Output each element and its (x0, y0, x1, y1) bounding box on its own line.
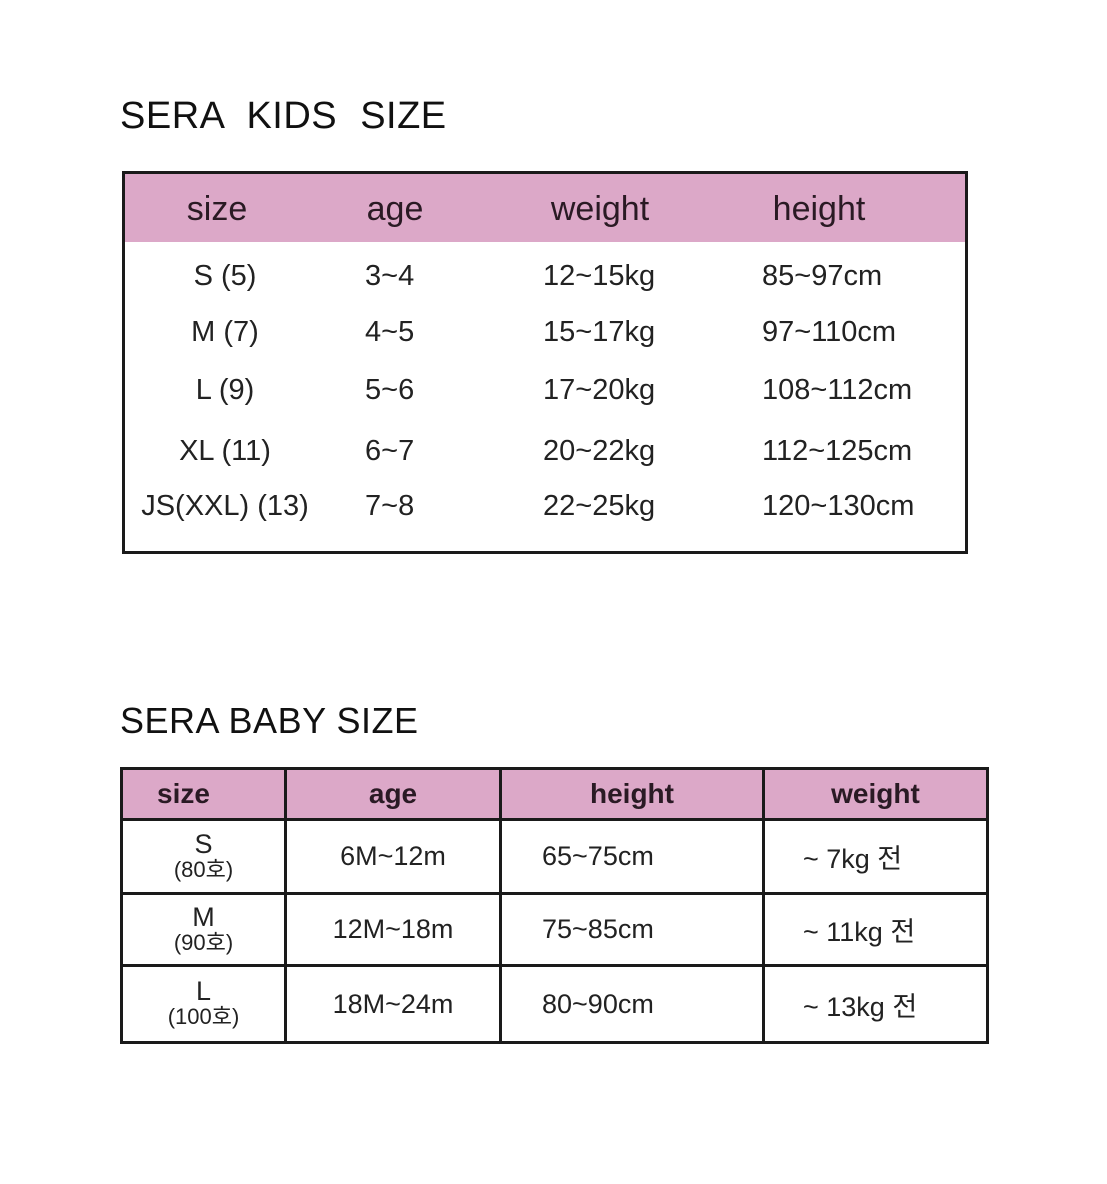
baby-size-table: size age height weight S (80호) 6M~12m 65~75… (120, 767, 989, 1044)
baby-cell-size: S (80호) (120, 818, 287, 895)
kids-cell-weight: 15~17kg (543, 316, 656, 348)
kids-header-size: size (186, 190, 248, 228)
baby-size-number: (90호) (173, 929, 234, 955)
baby-table-row: L (100호) 18M~24m 80~90cm ~ 13kg 전 (120, 964, 989, 1044)
kids-cell-size: JS(XXL) (13) (141, 490, 309, 522)
baby-cell-age: 12M~18m (284, 892, 502, 967)
kids-cell-size: S (5) (193, 260, 257, 292)
kids-cell-height: 108~112cm (762, 374, 913, 406)
kids-header-height: height (772, 190, 866, 228)
baby-header-height: height (499, 767, 765, 821)
baby-cell-weight: ~ 13kg 전 (762, 964, 989, 1044)
kids-header-age: age (366, 190, 424, 228)
baby-size-number: (80호) (173, 856, 234, 882)
baby-header-size: size (120, 767, 287, 821)
baby-cell-size: L (100호) (120, 964, 287, 1044)
baby-header-age: age (284, 767, 502, 821)
baby-size-label: S (194, 828, 213, 859)
baby-size-title: SERA BABY SIZE (120, 700, 419, 741)
baby-cell-height: 75~85cm (499, 892, 765, 967)
kids-header-row: size age weight height (125, 174, 965, 242)
kids-header-weight: weight (550, 190, 650, 228)
kids-cell-height: 112~125cm (762, 435, 913, 467)
kids-cell-height: 85~97cm (762, 260, 883, 292)
kids-cell-size: M (7) (191, 316, 259, 348)
kids-cell-age: 4~5 (365, 316, 415, 348)
baby-cell-weight: ~ 11kg 전 (762, 892, 989, 967)
baby-header-row: size age height weight (120, 767, 989, 821)
baby-size-label: L (195, 976, 212, 1006)
baby-cell-height: 80~90cm (499, 964, 765, 1044)
baby-header-weight: weight (762, 767, 989, 821)
kids-cell-age: 6~7 (365, 435, 415, 467)
kids-size-title: SERA KIDS SIZE (120, 95, 447, 137)
baby-cell-age: 18M~24m (284, 964, 502, 1044)
kids-cell-age: 5~6 (365, 374, 415, 406)
baby-cell-height: 65~75cm (499, 818, 765, 895)
kids-cell-weight: 12~15kg (543, 260, 656, 292)
kids-cell-height: 120~130cm (762, 490, 915, 522)
kids-cell-size: XL (11) (179, 435, 271, 467)
kids-cell-weight: 22~25kg (543, 490, 656, 522)
baby-table-row: M (90호) 12M~18m 75~85cm ~ 11kg 전 (120, 892, 989, 967)
baby-cell-age: 6M~12m (284, 818, 502, 895)
kids-size-table: size age weight height S (5) 3~4 12~15kg 85… (122, 171, 968, 554)
baby-size-label: M (192, 901, 215, 932)
baby-size-number: (100호) (167, 1004, 240, 1029)
baby-cell-size: M (90호) (120, 892, 287, 967)
kids-cell-age: 7~8 (365, 490, 415, 522)
baby-cell-weight: ~ 7kg 전 (762, 818, 989, 895)
kids-cell-weight: 17~20kg (543, 374, 656, 406)
kids-cell-height: 97~110cm (762, 316, 897, 348)
kids-cell-weight: 20~22kg (543, 435, 656, 467)
kids-cell-age: 3~4 (365, 260, 415, 292)
baby-table-row: S (80호) 6M~12m 65~75cm ~ 7kg 전 (120, 818, 989, 895)
kids-cell-size: L (9) (195, 374, 255, 406)
